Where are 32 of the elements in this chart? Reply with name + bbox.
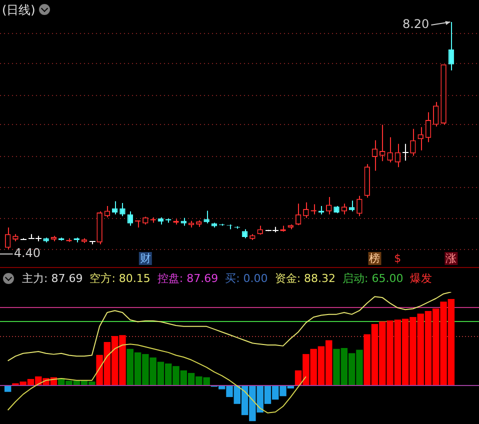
candlestick xyxy=(372,140,378,172)
candlestick xyxy=(418,126,424,151)
text: 买: 0.00 xyxy=(225,272,268,285)
candlestick xyxy=(341,203,348,215)
text: 资金: 88.32 xyxy=(274,272,336,285)
candlestick xyxy=(402,143,409,162)
text: 涨 xyxy=(446,252,457,265)
text: 主力: 87.69 xyxy=(22,272,83,285)
candlestick xyxy=(4,226,11,250)
candlestick xyxy=(348,200,355,212)
candlestick xyxy=(356,195,362,217)
candlestick xyxy=(326,196,332,215)
text: 控盘: 87.69 xyxy=(157,272,218,285)
annotation: 8.20 xyxy=(402,17,430,32)
candlestick xyxy=(295,203,302,226)
text: 财 xyxy=(140,252,151,265)
candlestick xyxy=(425,112,432,143)
candlestick xyxy=(394,143,401,168)
text: 空方: 80.15 xyxy=(90,272,150,285)
candlestick xyxy=(380,124,386,162)
text: 启动: 65.00 xyxy=(342,272,404,285)
annotation: 4.40 xyxy=(14,246,41,260)
candlestick xyxy=(120,202,126,217)
text: 榜 xyxy=(369,252,380,265)
candlestick xyxy=(448,22,454,71)
candlestick xyxy=(410,128,416,156)
candlestick xyxy=(433,102,439,128)
candlestick xyxy=(204,210,210,224)
text: 爆发 xyxy=(410,272,432,285)
text: $ xyxy=(394,252,402,265)
chart-title: (日线) xyxy=(2,2,36,19)
candlestick xyxy=(387,136,393,163)
